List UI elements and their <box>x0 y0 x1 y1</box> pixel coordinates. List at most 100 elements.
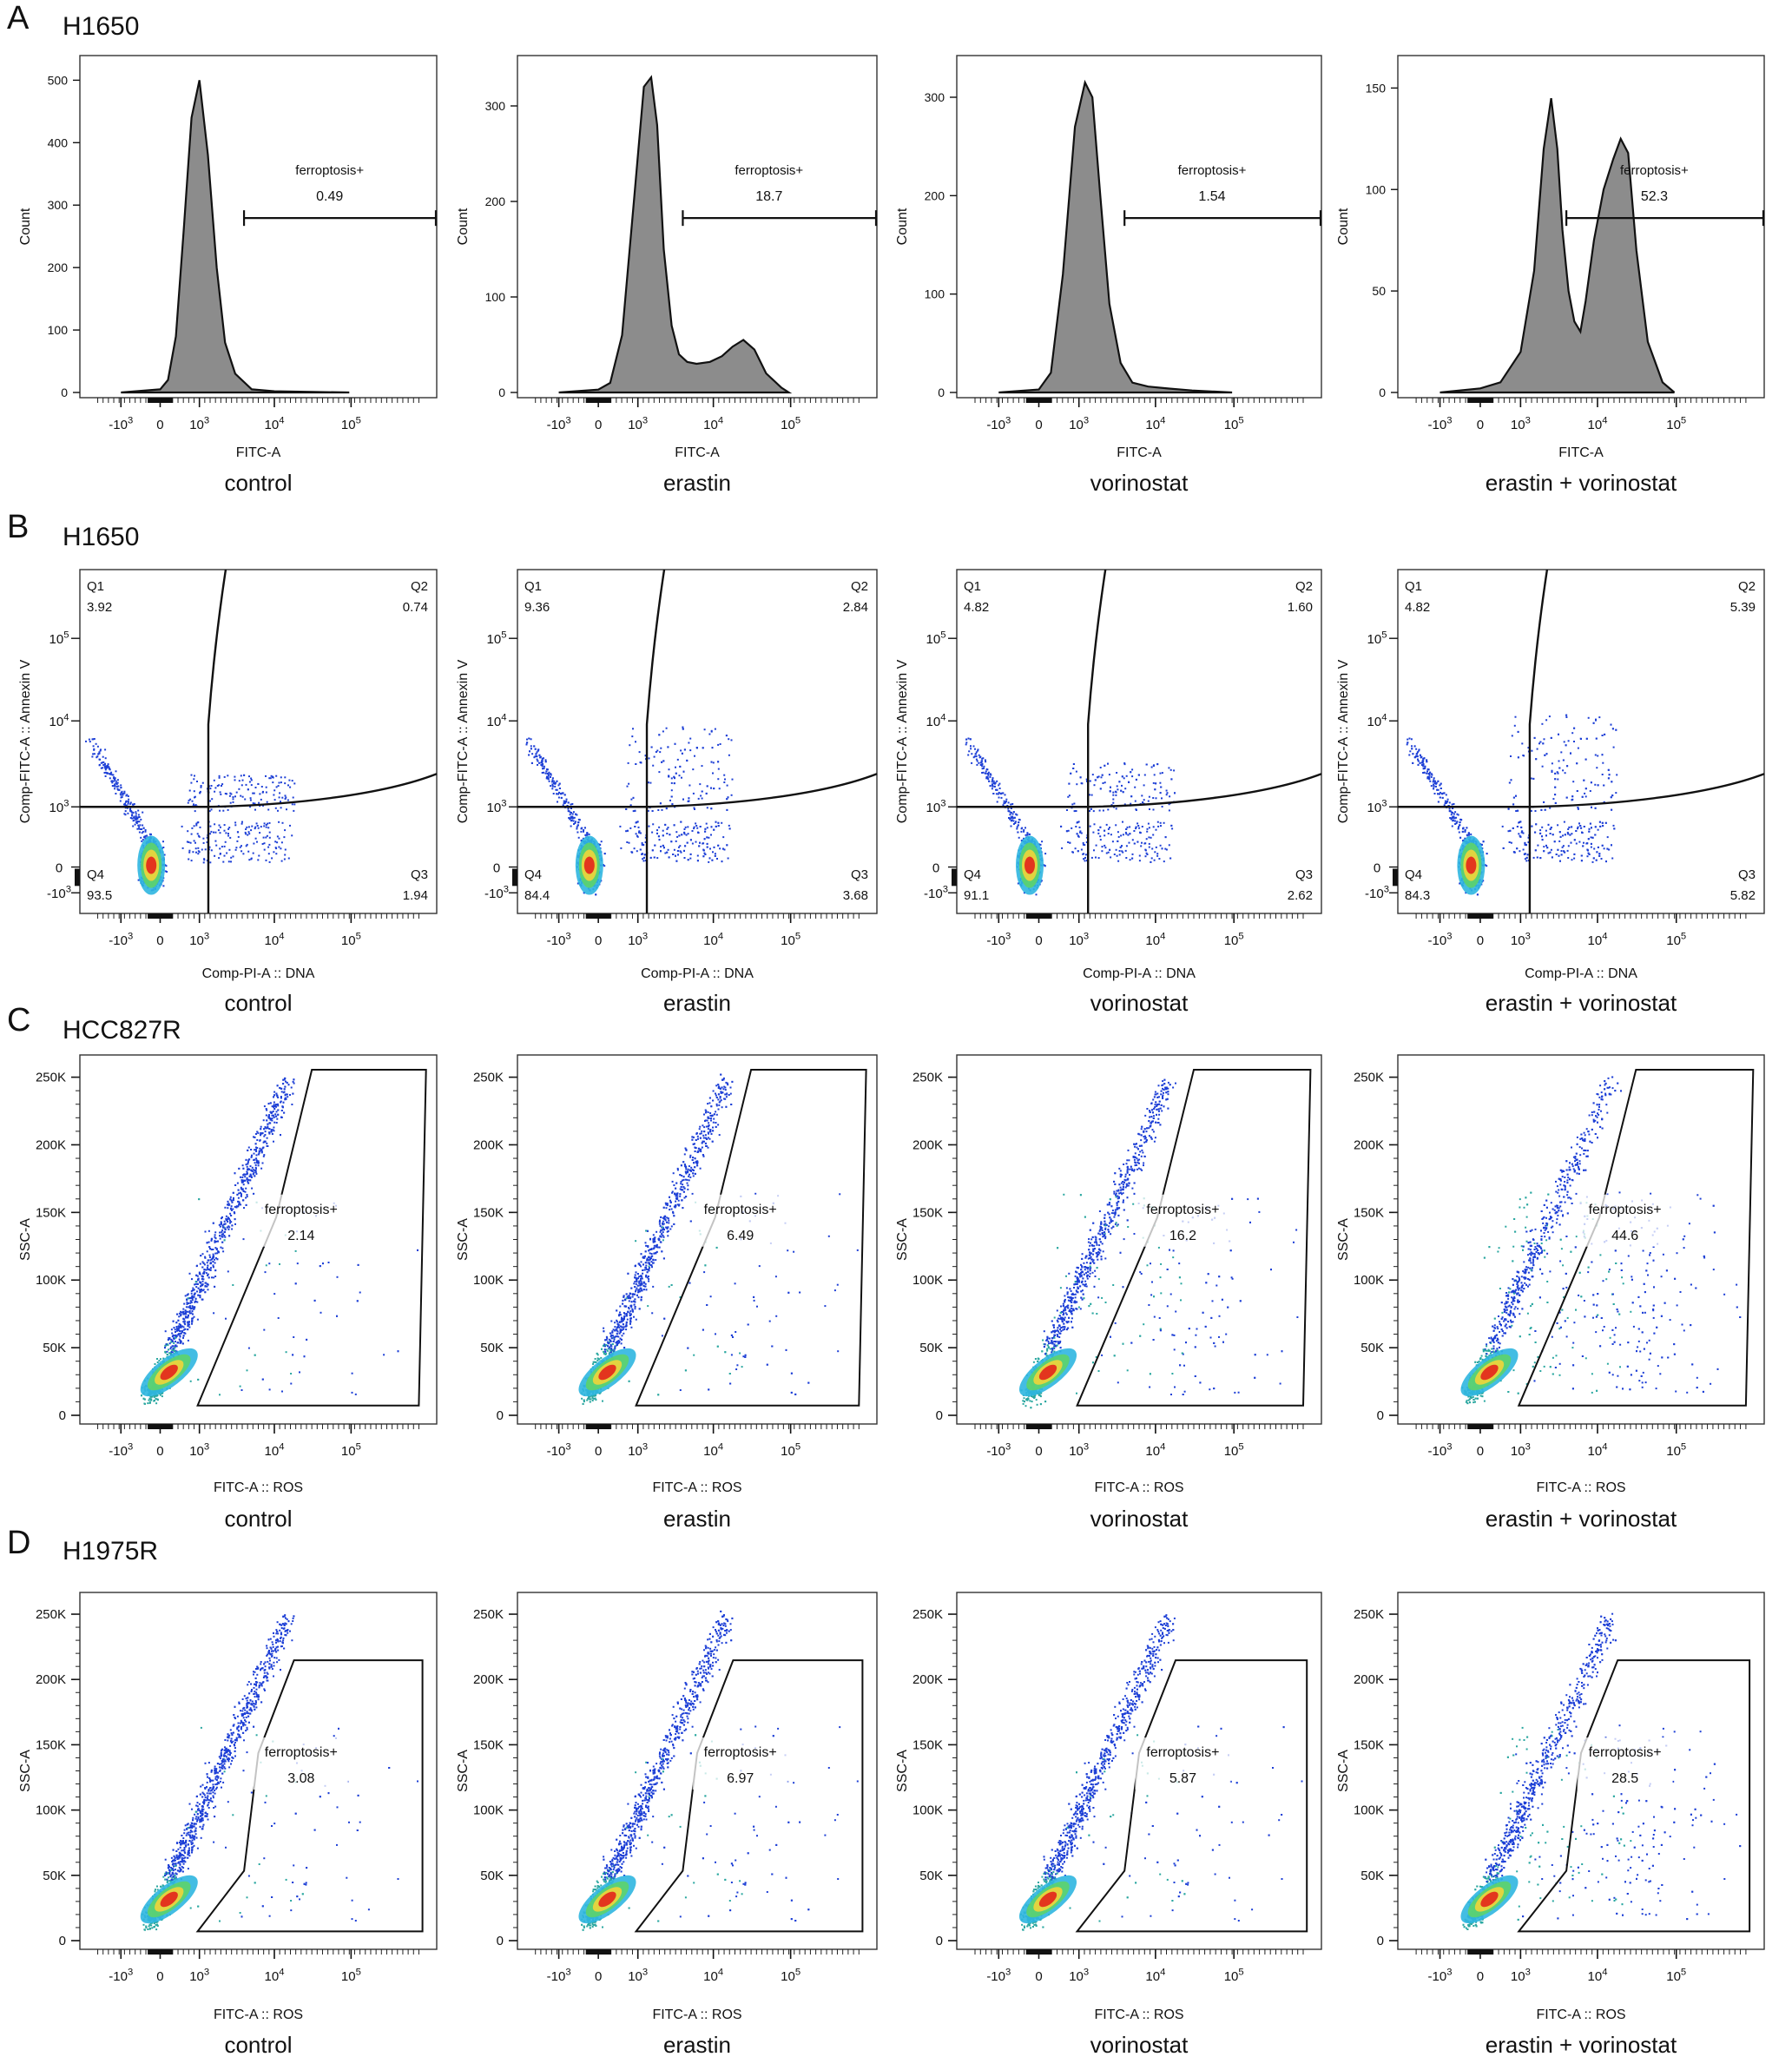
event-dot <box>1075 770 1077 773</box>
event-dot <box>1102 782 1104 784</box>
event-dot <box>113 776 115 779</box>
event-dot <box>1139 832 1142 834</box>
event-dot <box>123 790 126 793</box>
event-dot <box>287 799 289 801</box>
event-dot <box>1067 829 1070 832</box>
event-dot <box>641 853 643 855</box>
event-dot <box>265 775 267 777</box>
event-dot <box>254 826 257 828</box>
event-dot <box>712 772 714 775</box>
y-tick-label: 105 <box>1367 630 1387 647</box>
scatter-dots <box>85 738 296 892</box>
event-dot <box>699 826 702 827</box>
event-dot <box>975 755 978 758</box>
event-dot <box>536 755 538 758</box>
event-dot <box>533 756 536 759</box>
event-dot <box>530 738 532 741</box>
event-dot <box>100 748 102 751</box>
event-dot <box>1156 821 1159 823</box>
event-dot <box>1073 810 1076 813</box>
event-dot <box>965 743 967 746</box>
condition-label: erastin <box>663 470 731 496</box>
event-dot <box>637 826 640 828</box>
event-dot <box>138 831 141 834</box>
event-dot <box>1101 846 1104 848</box>
event-dot <box>1089 825 1091 827</box>
event-dot <box>1148 827 1150 829</box>
event-dot <box>141 832 143 834</box>
event-dot <box>576 827 578 830</box>
event-dot <box>254 787 257 788</box>
event-dot <box>245 828 247 830</box>
event-dot <box>256 825 259 827</box>
event-dot <box>971 761 973 764</box>
event-dot <box>699 841 701 844</box>
event-dot <box>272 775 274 778</box>
plot-frame <box>79 55 438 399</box>
event-dot <box>583 830 584 833</box>
event-dot <box>144 834 147 837</box>
event-dot <box>996 780 998 782</box>
event-dot <box>528 754 530 756</box>
event-dot <box>1080 832 1083 834</box>
event-dot <box>708 860 710 863</box>
event-dot <box>660 846 662 848</box>
event-dot <box>689 853 692 855</box>
event-dot <box>222 860 225 863</box>
event-dot <box>667 746 669 748</box>
quadrant-q2-label: Q2 <box>1295 579 1313 594</box>
event-dot <box>1135 778 1137 781</box>
event-dot <box>187 830 189 833</box>
event-dot <box>209 861 212 864</box>
event-dot <box>989 785 992 788</box>
event-dot <box>1093 823 1096 826</box>
event-dot <box>215 844 218 847</box>
event-dot <box>560 796 563 799</box>
event-dot <box>530 748 532 750</box>
event-dot <box>257 859 260 861</box>
event-dot <box>982 771 985 774</box>
event-dot <box>659 751 662 754</box>
event-dot <box>232 798 234 801</box>
event-dot <box>665 808 668 810</box>
event-dot <box>1073 802 1076 805</box>
event-dot <box>1016 826 1018 828</box>
event-dot <box>731 778 734 781</box>
quadrant-q2-value: 1.60 <box>1288 600 1313 615</box>
event-dot <box>1118 781 1121 783</box>
event-dot <box>976 763 978 766</box>
event-dot <box>1077 821 1079 823</box>
event-dot <box>998 784 1000 787</box>
event-dot <box>541 765 544 768</box>
event-dot <box>695 825 698 827</box>
event-dot <box>259 793 261 795</box>
event-dot <box>106 765 109 768</box>
event-dot <box>687 826 689 828</box>
event-dot <box>1173 769 1176 772</box>
quadrant-q4-value: 93.5 <box>87 888 112 903</box>
event-dot <box>214 787 217 789</box>
event-dot <box>142 811 144 814</box>
event-dot <box>195 851 197 854</box>
event-dot <box>129 801 132 804</box>
event-dot <box>681 834 683 836</box>
event-dot <box>1104 764 1106 767</box>
event-dot <box>533 745 536 748</box>
event-dot <box>677 854 679 856</box>
event-dot <box>108 766 110 768</box>
event-dot <box>1130 795 1133 798</box>
event-dot <box>528 737 530 740</box>
event-dot <box>595 893 597 896</box>
x-tick-label: -103 <box>109 415 133 432</box>
event-dot <box>252 792 254 794</box>
event-dot <box>1075 810 1077 812</box>
event-dot <box>576 824 579 827</box>
event-dot <box>1018 836 1020 839</box>
event-dot <box>1084 860 1086 862</box>
event-dot <box>189 841 192 844</box>
event-dot <box>265 791 267 794</box>
event-dot <box>280 860 283 862</box>
event-dot <box>222 809 225 812</box>
event-dot <box>554 785 557 788</box>
